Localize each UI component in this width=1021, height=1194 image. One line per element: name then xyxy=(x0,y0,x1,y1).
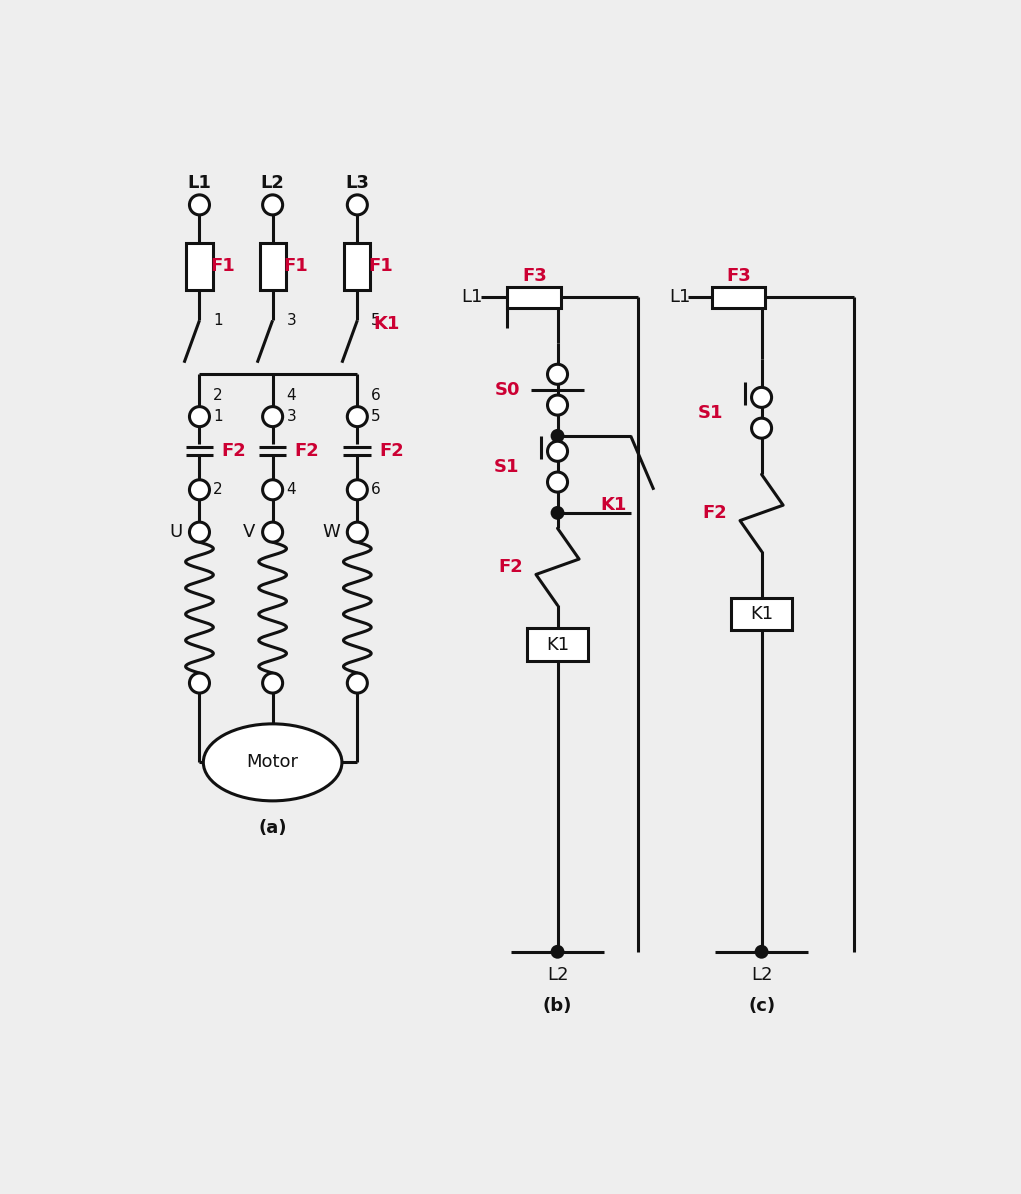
Circle shape xyxy=(751,387,772,407)
Text: 5: 5 xyxy=(372,410,381,424)
Text: S0: S0 xyxy=(495,381,521,399)
Bar xyxy=(712,287,766,308)
Text: S1: S1 xyxy=(493,457,519,475)
Bar xyxy=(344,244,371,290)
Text: 6: 6 xyxy=(372,482,381,497)
Text: 5: 5 xyxy=(372,313,381,327)
Circle shape xyxy=(347,480,368,500)
Circle shape xyxy=(547,472,568,492)
Text: 2: 2 xyxy=(213,388,223,404)
Circle shape xyxy=(751,418,772,438)
Text: F2: F2 xyxy=(294,442,319,460)
Text: L3: L3 xyxy=(345,174,370,192)
Text: F1: F1 xyxy=(368,258,393,276)
Bar xyxy=(187,244,212,290)
Bar xyxy=(259,244,286,290)
Circle shape xyxy=(547,442,568,461)
Text: L2: L2 xyxy=(260,174,285,192)
Text: K1: K1 xyxy=(600,497,627,515)
Text: F2: F2 xyxy=(379,442,403,460)
Text: F2: F2 xyxy=(498,558,523,576)
Text: Motor: Motor xyxy=(247,753,298,771)
Text: L2: L2 xyxy=(750,966,772,984)
Circle shape xyxy=(190,407,209,426)
Text: K1: K1 xyxy=(374,315,400,333)
Circle shape xyxy=(262,673,283,693)
Text: L1: L1 xyxy=(669,288,690,307)
Bar xyxy=(731,597,792,630)
Ellipse shape xyxy=(203,724,342,801)
Bar xyxy=(507,287,562,308)
Circle shape xyxy=(547,364,568,384)
Text: (c): (c) xyxy=(748,997,775,1015)
Circle shape xyxy=(262,407,283,426)
Text: 2: 2 xyxy=(213,482,223,497)
Circle shape xyxy=(262,522,283,542)
Text: (b): (b) xyxy=(543,997,572,1015)
Circle shape xyxy=(347,522,368,542)
Text: K1: K1 xyxy=(546,635,569,653)
Circle shape xyxy=(262,195,283,215)
Text: F2: F2 xyxy=(702,504,727,522)
Text: F3: F3 xyxy=(726,266,750,284)
Circle shape xyxy=(262,480,283,500)
Text: F3: F3 xyxy=(522,266,547,284)
Circle shape xyxy=(347,407,368,426)
Text: S1: S1 xyxy=(697,404,723,421)
Text: 4: 4 xyxy=(287,482,296,497)
Text: 3: 3 xyxy=(287,313,296,327)
Circle shape xyxy=(547,395,568,416)
Circle shape xyxy=(757,947,767,958)
Text: 3: 3 xyxy=(287,410,296,424)
Text: 6: 6 xyxy=(372,388,381,404)
Bar xyxy=(527,628,588,660)
Text: 1: 1 xyxy=(213,410,223,424)
Circle shape xyxy=(552,431,563,442)
Circle shape xyxy=(347,673,368,693)
Circle shape xyxy=(552,507,563,518)
Circle shape xyxy=(552,947,563,958)
Circle shape xyxy=(190,673,209,693)
Text: L1: L1 xyxy=(188,174,211,192)
Text: W: W xyxy=(323,523,340,541)
Circle shape xyxy=(190,480,209,500)
Text: F1: F1 xyxy=(210,258,235,276)
Text: U: U xyxy=(169,523,183,541)
Circle shape xyxy=(190,522,209,542)
Text: (a): (a) xyxy=(258,819,287,837)
Text: 4: 4 xyxy=(287,388,296,404)
Text: L2: L2 xyxy=(547,966,569,984)
Text: L1: L1 xyxy=(461,288,483,307)
Text: K1: K1 xyxy=(750,604,773,623)
Text: 1: 1 xyxy=(213,313,223,327)
Circle shape xyxy=(190,195,209,215)
Circle shape xyxy=(347,195,368,215)
Text: F1: F1 xyxy=(284,258,308,276)
Text: V: V xyxy=(243,523,255,541)
Text: F2: F2 xyxy=(221,442,246,460)
